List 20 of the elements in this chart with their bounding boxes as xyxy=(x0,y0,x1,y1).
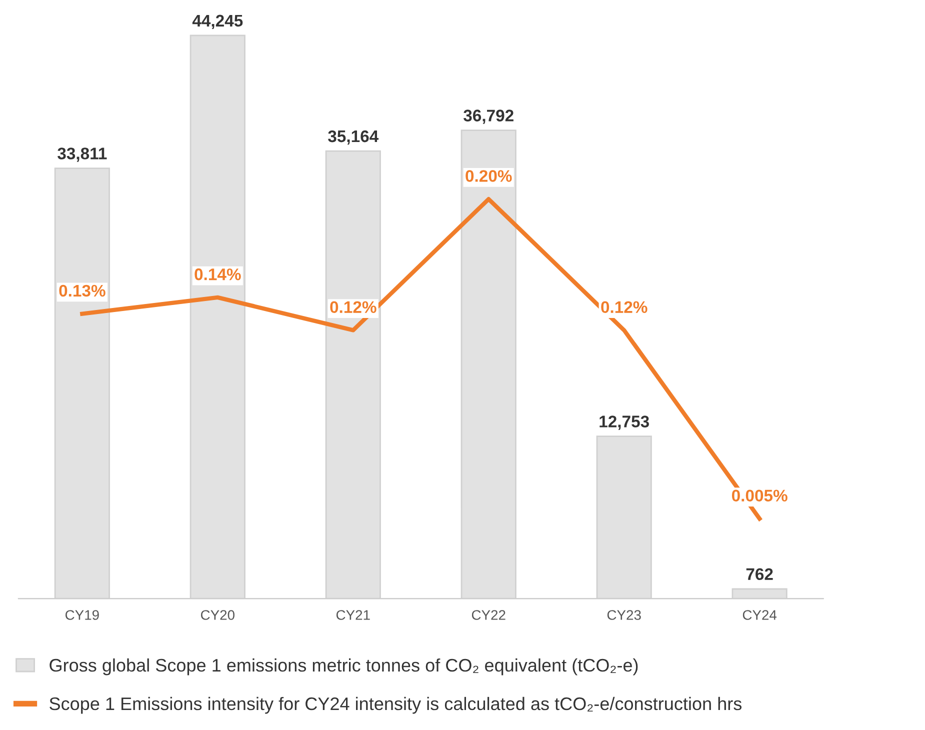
data-label: 33,811 xyxy=(58,148,107,162)
data-label: 35,164 xyxy=(328,130,379,145)
data-label: 12,753 xyxy=(600,416,649,430)
x-tick-label: CY21 xyxy=(336,610,370,620)
data-label: 36,792 xyxy=(464,110,514,124)
data-label: 44,245 xyxy=(192,14,243,30)
data-label: 0.13% xyxy=(59,284,106,297)
data-label: 0.12% xyxy=(601,301,648,314)
data-label: 0.20% xyxy=(466,170,512,182)
x-tick-label: CY23 xyxy=(607,610,641,620)
x-tick-label: CY22 xyxy=(472,610,506,620)
data-label: 0.12% xyxy=(330,301,376,314)
legend-label: Gross global Scope 1 emissions metric tonnes of CO₂ equivalent (tCO₂-e) xyxy=(50,658,638,676)
data-label: 0.14% xyxy=(194,268,241,280)
x-tick-label: CY19 xyxy=(66,610,99,620)
x-tick-label: CY20 xyxy=(200,610,234,620)
data-label: 762 xyxy=(746,568,773,580)
x-tick-label: CY24 xyxy=(742,610,777,620)
legend-label: Scope 1 Emissions intensity for CY24 intensity is calculated as tCO₂-e/construction hrs xyxy=(50,696,742,714)
data-label: 0.005% xyxy=(732,490,788,502)
